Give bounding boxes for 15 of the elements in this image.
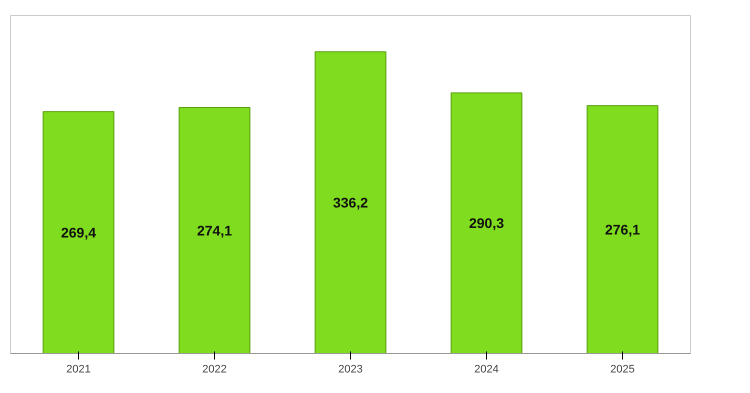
data-label: 336,2 <box>332 194 368 211</box>
bar <box>42 111 114 354</box>
x-tick-label: 2022 <box>202 364 227 376</box>
data-label: 269,4 <box>60 224 96 241</box>
bar <box>586 105 658 354</box>
data-label: 290,3 <box>468 215 504 232</box>
bar <box>450 92 522 354</box>
x-tick-label: 2025 <box>610 364 635 376</box>
bar <box>314 51 386 354</box>
bar <box>178 106 250 354</box>
x-tick-label: 2024 <box>474 364 499 376</box>
data-label: 276,1 <box>604 222 640 238</box>
data-label: 274,1 <box>196 222 232 238</box>
x-tick-label: 2023 <box>338 364 363 376</box>
x-tick-label: 2021 <box>66 364 91 376</box>
